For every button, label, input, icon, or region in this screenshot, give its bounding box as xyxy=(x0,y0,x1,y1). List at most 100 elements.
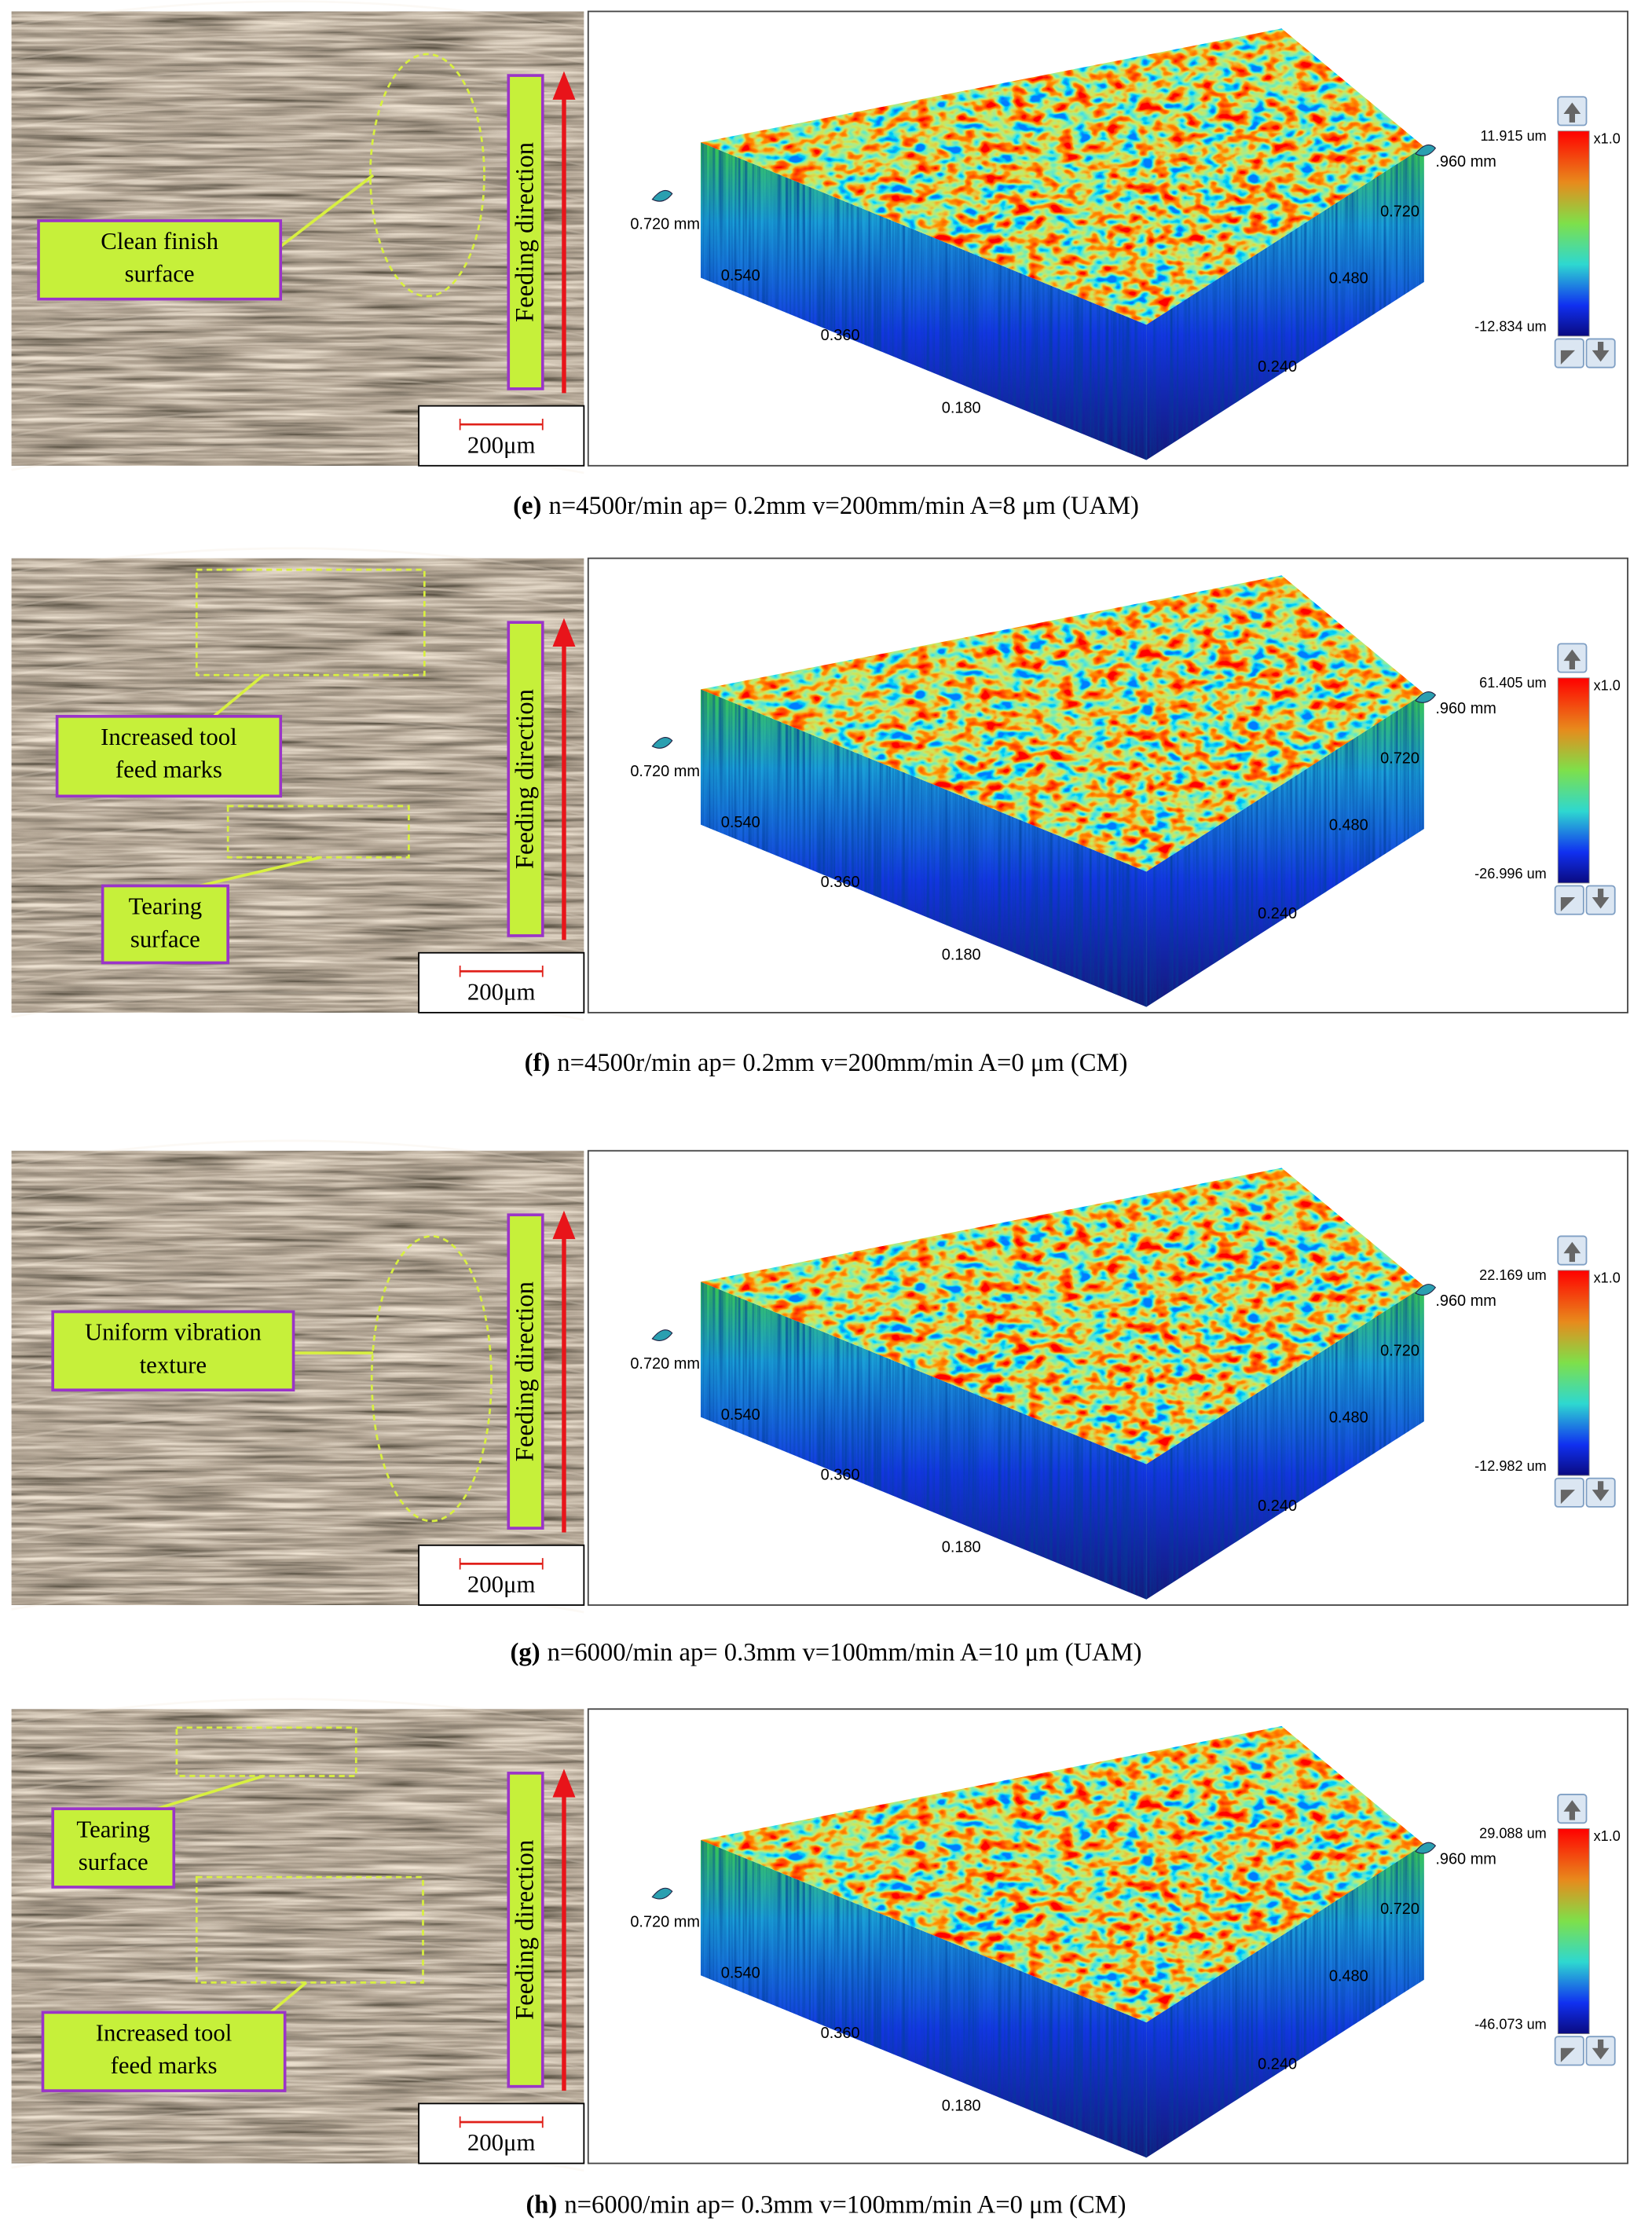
axis-icon xyxy=(651,189,673,202)
axis-label: 0.720 xyxy=(1380,1343,1419,1360)
colorbar-min: -46.073 um xyxy=(1474,2016,1547,2032)
feed-mark xyxy=(11,1698,584,1728)
annotation-leader xyxy=(280,174,375,248)
button-icon xyxy=(1563,1241,1581,1263)
axis-label: 0.180 xyxy=(942,2097,981,2114)
annotation-text: surface xyxy=(125,261,195,288)
caption: (g) n=6000/min ap= 0.3mm v=100mm/min A=10… xyxy=(511,1639,1142,1667)
annotation-text: Tearing xyxy=(129,893,203,920)
axis-label: 0.180 xyxy=(942,1539,981,1556)
wall-streaks xyxy=(1146,1285,1424,1600)
axis-label: 0.540 xyxy=(721,814,760,831)
scale-bar-label: 200μm xyxy=(467,978,536,1005)
axis-icon xyxy=(1415,1842,1437,1854)
feed-mark xyxy=(11,376,584,406)
feed-mark xyxy=(11,1276,584,1306)
scale-bar-box xyxy=(418,405,585,467)
top-surface xyxy=(700,575,1424,872)
axis-label: 0.360 xyxy=(821,2025,860,2042)
caption-label: (e) xyxy=(513,493,541,521)
annotation-box xyxy=(101,884,229,965)
feed-mark xyxy=(11,1139,584,1169)
scale-bar-box xyxy=(418,951,585,1014)
panel: Clean finish surface Feeding direction 200μ… xyxy=(11,0,1628,475)
axis-label: 0.720 mm xyxy=(630,1913,700,1930)
annotation-text: Clean finish xyxy=(101,228,218,255)
top-surface xyxy=(700,1167,1424,1464)
colorbar-min: -26.996 um xyxy=(1474,866,1547,882)
caption-text: n=6000/min ap= 0.3mm v=100mm/min A=10 μm… xyxy=(548,1639,1142,1667)
annotation-text: Tearing xyxy=(76,1816,150,1842)
wall-streaks xyxy=(700,1281,1147,1600)
axis-icon xyxy=(1415,691,1437,703)
caption: (e) n=4500r/min ap= 0.2mm v=200mm/min A=8… xyxy=(513,493,1139,521)
feed-mark xyxy=(11,34,584,64)
wall-streaks xyxy=(1146,693,1424,1007)
axis-label: 0.240 xyxy=(1258,1497,1297,1515)
feed-mark xyxy=(11,137,584,167)
feed-mark xyxy=(11,170,584,201)
feed-arrowhead xyxy=(552,1769,576,1798)
feed-mark xyxy=(11,820,584,850)
annotation-text: feed marks xyxy=(115,757,222,783)
surface-plot: 0.720 mm 0.540 0.360 0.180 .960 mm 0.720 0.480… xyxy=(587,1708,1628,2165)
annotation-leader xyxy=(212,673,265,718)
annotation-text: Increased tool xyxy=(96,2019,233,2046)
axis-label: 0.720 mm xyxy=(630,1355,700,1373)
colorbar-max: 61.405 um xyxy=(1479,675,1547,691)
button-icon xyxy=(1592,1481,1610,1501)
button-icon xyxy=(1563,649,1581,669)
caption-label: (f) xyxy=(525,1049,551,1077)
axis-icon xyxy=(1415,144,1437,156)
wall-streaks xyxy=(700,1840,1147,2158)
button-icon xyxy=(1560,897,1576,912)
feed-label-box xyxy=(507,74,544,390)
micrograph: Uniform vibration texture Feeding directio… xyxy=(11,1139,585,1614)
annotation-leader xyxy=(156,1774,264,1810)
axis-label: 0.240 xyxy=(1258,2056,1297,2073)
colorbar-zoom: x1.0 xyxy=(1594,130,1621,146)
button-icon xyxy=(1592,342,1610,362)
axis-label: 0.180 xyxy=(942,947,981,964)
axis-label: .960 mm xyxy=(1435,1292,1496,1310)
button-icon xyxy=(1563,102,1581,123)
axis-label: .960 mm xyxy=(1435,1851,1496,1868)
axis-label: 0.180 xyxy=(942,400,981,417)
annotation-text: Increased tool xyxy=(101,724,237,750)
surface-plot: 0.720 mm 0.540 0.360 0.180 .960 mm 0.720 0.480… xyxy=(587,1149,1628,1606)
axis-label: 0.540 xyxy=(721,1965,760,1982)
feed-mark xyxy=(11,102,584,133)
feed-mark xyxy=(11,684,584,713)
colorbar-max: 11.915 um xyxy=(1481,128,1547,144)
feed-label: Feeding direction xyxy=(511,1840,539,2020)
feed-arrowhead xyxy=(552,1210,576,1240)
micrograph: Clean finish surface Feeding direction 200μ… xyxy=(11,0,585,475)
colorbar-zoom: x1.0 xyxy=(1594,678,1621,694)
axis-icon xyxy=(651,1329,673,1341)
wall-streaks xyxy=(700,689,1147,1007)
annotation-box xyxy=(41,2011,287,2092)
axis-label: 0.360 xyxy=(821,327,860,344)
feed-mark xyxy=(11,308,584,338)
axis-label: 0.720 mm xyxy=(630,763,700,780)
wall-streaks xyxy=(1146,146,1424,460)
caption: (f) n=4500r/min ap= 0.2mm v=200mm/min A=0… xyxy=(525,1049,1128,1077)
feed-mark xyxy=(11,650,584,680)
feed-mark xyxy=(11,1242,584,1272)
feed-mark xyxy=(11,205,584,235)
scale-bar-box xyxy=(418,2102,585,2165)
feed-mark xyxy=(11,0,584,30)
panel: Tearing surface Increased tool feed marks Fe… xyxy=(11,1698,1628,2172)
colorbar-max: 22.169 um xyxy=(1479,1267,1547,1283)
annotation-leader xyxy=(269,1981,308,2014)
axis-label: 0.720 xyxy=(1380,750,1419,767)
annotation-text: surface xyxy=(79,1849,148,1875)
colorbar-zoom: x1.0 xyxy=(1594,1828,1621,1844)
colorbar xyxy=(1557,1828,1590,2035)
feed-arrowhead xyxy=(552,618,576,647)
feed-mark xyxy=(11,1174,584,1204)
annotation-box xyxy=(51,1310,295,1392)
micrograph: Tearing surface Increased tool feed marks Fe… xyxy=(11,1698,585,2172)
axis-label: 0.480 xyxy=(1329,1967,1368,1985)
